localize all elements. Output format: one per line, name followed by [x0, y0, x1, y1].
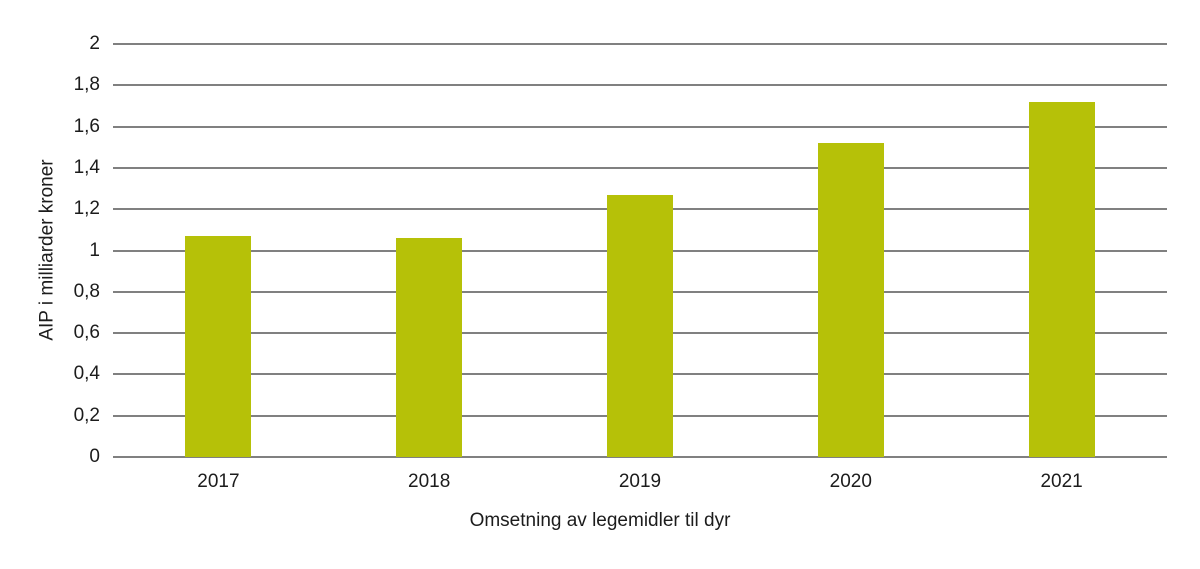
bar-2018	[396, 238, 463, 457]
bar-2020	[817, 143, 884, 457]
y-tick-label: 1,2	[73, 198, 100, 220]
y-tick-label: 1	[89, 239, 100, 261]
gridline-1,8	[113, 84, 1167, 87]
y-tick-label: 0,6	[73, 322, 100, 344]
bar-2017	[185, 236, 252, 457]
y-tick-label: 2	[89, 33, 100, 54]
x-tick-label-2021: 2021	[1040, 471, 1083, 492]
x-tick-label-2019: 2019	[618, 471, 662, 492]
gridline-0	[113, 456, 1167, 458]
y-tick-label: 0,8	[73, 280, 100, 302]
y-tick-label: 0	[89, 446, 100, 467]
bar-2021	[1028, 101, 1095, 457]
x-tick-label-2018: 2018	[408, 471, 451, 492]
gridline-1,4	[113, 166, 1167, 169]
x-tick-label-2017: 2017	[197, 471, 240, 492]
x-axis-title: Omsetning av legemidler til dyr	[469, 510, 731, 531]
y-tick-label: 1,6	[73, 115, 100, 137]
x-tick-label-2020: 2020	[829, 471, 872, 492]
y-tick-label: 0,2	[73, 404, 100, 426]
y-tick-label: 0,4	[73, 363, 100, 385]
y-tick-label: 1,8	[73, 74, 100, 96]
gridline-1,6	[113, 125, 1167, 128]
bar-2019	[607, 194, 673, 457]
gridline-2	[113, 43, 1167, 45]
y-tick-label: 1,4	[73, 156, 100, 178]
